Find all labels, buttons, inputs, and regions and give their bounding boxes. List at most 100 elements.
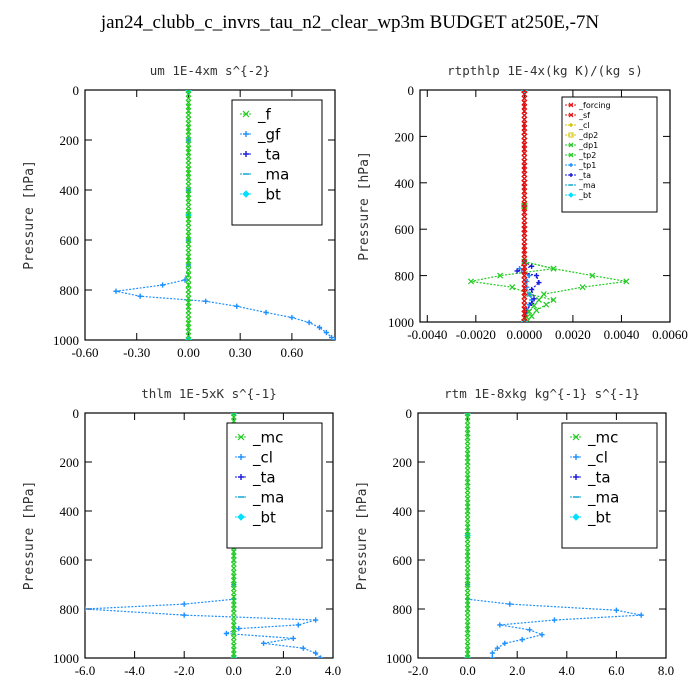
series-tp2-right-point	[531, 302, 538, 309]
series-tp2-point	[533, 307, 540, 314]
series-mc-point	[230, 593, 237, 600]
series-tp2-point	[467, 278, 474, 285]
legend-marker	[569, 173, 573, 177]
series-mc-point	[230, 622, 237, 629]
y-tick-label: 600	[393, 553, 413, 568]
series-sf-point	[521, 209, 528, 216]
series-mc-point	[464, 442, 471, 449]
legend-marker	[242, 190, 250, 198]
legend-marker	[568, 102, 574, 108]
series-f-point	[185, 195, 192, 202]
series-mc-point	[464, 512, 471, 518]
series-mc-point	[464, 651, 471, 657]
series-f-point	[185, 276, 192, 284]
series-sf-point	[521, 196, 528, 203]
series-mc-point	[464, 418, 471, 424]
series-sf-point	[521, 213, 528, 220]
chart-panel-4: rtm 1E-8xkg kg^{-1} s^{-1} Pressure [hPa]…	[355, 386, 674, 678]
y-tick-label: 800	[395, 269, 415, 284]
series-f-point	[185, 245, 192, 252]
series-cl-point	[551, 617, 557, 623]
y-tick-label: 600	[395, 222, 415, 237]
series-mc-point	[230, 577, 237, 584]
series-cl-point	[223, 630, 229, 637]
series-mc-point	[464, 618, 471, 625]
y-axis-label: Pressure [hPa]	[22, 481, 37, 591]
x-tick-label: -2.0	[174, 663, 195, 678]
chart-panel-2: rtpthlp 1E-4x(kg K)/(kg s) Pressure [hPa]…	[357, 63, 688, 342]
legend-entry-bt: _bt	[252, 508, 276, 527]
series-mc-point	[230, 610, 237, 616]
series-sf-point	[521, 167, 528, 173]
series-f-point	[185, 208, 192, 214]
series-mc-point	[230, 651, 237, 657]
series-tp2-point	[543, 301, 550, 308]
series-gf-point	[113, 288, 119, 294]
series-f-point	[185, 316, 192, 322]
series-mc-point	[230, 626, 237, 633]
legend-entry-f: _f	[257, 105, 272, 124]
series-gf-point	[137, 293, 143, 299]
series-mc-point	[464, 524, 471, 531]
series-f-point	[185, 128, 192, 135]
legend-marker	[568, 112, 574, 118]
legend-entry-bt: _bt	[578, 191, 591, 200]
series-f-point	[185, 116, 192, 122]
series-mc-point	[464, 549, 471, 555]
series-tp2-right-point	[540, 291, 547, 298]
series-f-point	[185, 103, 192, 110]
series-mc-point	[230, 634, 237, 641]
series-mc-point	[464, 569, 471, 576]
series-cl-point	[300, 645, 306, 651]
legend-box	[226, 422, 323, 549]
series-mc-point	[464, 500, 471, 506]
legend-marker	[572, 433, 580, 441]
series-f-point	[185, 108, 192, 114]
x-tick-label: -2.0	[408, 663, 429, 678]
legend-entry-cl: _cl	[252, 448, 273, 467]
series-f-point	[185, 153, 192, 160]
legend-marker	[568, 152, 574, 158]
x-tick-label: 0.0	[459, 663, 475, 678]
series-sf-point	[521, 276, 528, 283]
series-gf-point	[203, 298, 209, 304]
series-cl-point	[313, 650, 319, 656]
series-cl-point	[519, 637, 525, 643]
y-tick-label: 800	[393, 602, 413, 617]
series-tp2-right-point	[623, 278, 630, 285]
legend: _mc_cl_ta_ma_bt	[226, 422, 323, 549]
series-mc-point	[464, 598, 471, 604]
series-sf-point	[521, 298, 528, 304]
series-f-point	[185, 174, 192, 181]
y-tick-label: 800	[60, 602, 80, 617]
series-f-point	[185, 267, 192, 273]
series-sf-point	[521, 230, 528, 237]
series-mc-point	[464, 610, 471, 616]
legend-entry-cl: _cl	[578, 121, 590, 130]
series-cl-point	[494, 645, 500, 651]
series-sf-point	[521, 184, 528, 190]
y-tick-label: 0	[408, 83, 415, 98]
series-mc-point	[464, 561, 471, 567]
series-gf-point	[182, 277, 188, 283]
legend-marker	[237, 513, 245, 521]
chart-title: um 1E-4xm s^{-2}	[150, 63, 270, 78]
legend-marker	[568, 132, 574, 138]
series-cl-point	[181, 601, 187, 607]
series-sf-point	[521, 234, 528, 241]
legend-entry-ma: _ma	[578, 181, 596, 190]
y-axis-label: Pressure [hPa]	[357, 151, 372, 261]
series-tp2-point	[528, 313, 535, 320]
x-tick-label: -0.0020	[456, 327, 496, 342]
series-mc-point	[464, 446, 471, 453]
series-sf-point	[521, 306, 528, 313]
series-sf-point	[521, 158, 528, 165]
series-f-point	[185, 99, 192, 106]
series-f-point	[185, 241, 192, 247]
x-tick-label: 0.30	[229, 345, 252, 360]
series-mc-point	[230, 598, 237, 604]
plot-area	[113, 90, 335, 340]
series-f-point	[185, 120, 192, 127]
legend-entry-dp1: _dp1	[578, 141, 598, 150]
legend-entry-ta: _ta	[252, 468, 276, 487]
